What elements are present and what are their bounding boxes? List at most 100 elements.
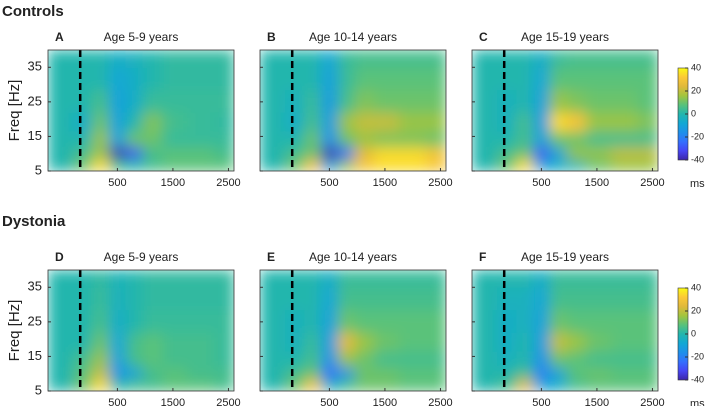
heatmap-cell <box>72 309 93 333</box>
heatmap-cell <box>585 270 612 288</box>
heatmap-cell <box>142 366 163 380</box>
heatmap-cell <box>549 287 567 311</box>
heatmap-cells <box>48 50 234 171</box>
heatmap-cell <box>585 146 612 160</box>
heatmap-cell <box>337 158 355 171</box>
heatmap-cell <box>48 146 74 160</box>
heatmap-cell <box>610 378 640 391</box>
heatmap-cell <box>337 50 355 68</box>
heatmap-cell <box>549 112 567 132</box>
heatmap-cell <box>472 67 498 91</box>
heatmap-cell <box>214 287 234 311</box>
heatmap-cell <box>260 287 286 311</box>
heatmap-cell <box>516 146 534 160</box>
heatmap-cell <box>186 270 216 288</box>
heatmap-cell <box>109 351 127 368</box>
colorbar-tick-label: 0 <box>691 328 696 338</box>
heatmap-cell <box>284 131 305 148</box>
heatmap-cell <box>125 351 143 368</box>
colorbar-tick-label: 40 <box>691 62 701 72</box>
heatmap <box>48 270 234 391</box>
heatmap-cell <box>48 89 74 113</box>
heatmap-cell <box>109 158 127 171</box>
heatmap-cell <box>109 112 127 132</box>
heatmap-cell <box>398 146 428 160</box>
heatmap-cell <box>533 351 551 368</box>
heatmap-cell <box>354 112 375 132</box>
panel-title: Age 5-9 years <box>104 30 179 44</box>
heatmap-cell <box>398 112 428 132</box>
heatmap-cell <box>125 158 143 171</box>
heatmap-cell <box>638 366 658 380</box>
x-tick-label: 500 <box>108 177 126 189</box>
x-tick-label: 2500 <box>640 177 664 189</box>
colorbar-tick-label: 0 <box>691 108 696 118</box>
heatmap-cell <box>92 270 110 288</box>
heatmap-cell <box>472 89 498 113</box>
heatmap-cell <box>321 270 339 288</box>
heatmap-cell <box>585 351 612 368</box>
heatmap-cell <box>373 378 400 391</box>
heatmap-cell <box>304 50 322 68</box>
heatmap-cell <box>610 270 640 288</box>
heatmap-cell <box>304 158 322 171</box>
heatmap-cells <box>472 270 658 391</box>
heatmap-cell <box>125 332 143 352</box>
heatmap-cell <box>585 89 612 113</box>
heatmap-cell <box>496 50 517 68</box>
heatmap-cell <box>214 270 234 288</box>
heatmap-cell <box>373 131 400 148</box>
axes-frame <box>47 49 235 172</box>
heatmap-cell <box>337 89 355 113</box>
heatmap-cell <box>214 50 234 68</box>
x-tick-label: 2500 <box>428 177 452 189</box>
heatmap-cell <box>72 366 93 380</box>
heatmap-cell <box>549 270 567 288</box>
x-tick-label: 500 <box>532 397 550 406</box>
heatmap-cell <box>260 67 286 91</box>
heatmap-cell <box>496 112 517 132</box>
heatmap-cell <box>638 112 658 132</box>
heatmap-cell <box>304 89 322 113</box>
heatmap-cell <box>610 287 640 311</box>
heatmap-cell <box>496 158 517 171</box>
heatmap-cell <box>214 378 234 391</box>
panel-letter: A <box>55 30 64 44</box>
heatmap-cell <box>161 378 188 391</box>
heatmap-cell <box>214 89 234 113</box>
heatmap-cell <box>549 158 567 171</box>
heatmap-cell <box>321 112 339 132</box>
heatmap-cell <box>284 146 305 160</box>
heatmap-cell <box>610 309 640 333</box>
heatmap-cell <box>109 50 127 68</box>
heatmap-cell <box>161 366 188 380</box>
heatmap-cell <box>337 309 355 333</box>
heatmap-cell <box>284 378 305 391</box>
heatmap-cell <box>610 332 640 352</box>
heatmap-cell <box>496 146 517 160</box>
heatmap-cell <box>496 366 517 380</box>
heatmap-cell <box>354 309 375 333</box>
heatmap-cell <box>638 378 658 391</box>
heatmap-cell <box>638 309 658 333</box>
heatmap-cell <box>142 67 163 91</box>
heatmap-cell <box>398 270 428 288</box>
heatmap-cell <box>109 332 127 352</box>
heatmap-cell <box>142 146 163 160</box>
panel-letter: E <box>267 250 275 264</box>
heatmap-cell <box>304 378 322 391</box>
axes-frame <box>47 269 235 392</box>
heatmap-cell <box>304 270 322 288</box>
heatmap-cell <box>566 131 587 148</box>
heatmap-cell <box>516 351 534 368</box>
heatmap-cell <box>284 332 305 352</box>
heatmap-cell <box>186 158 216 171</box>
heatmap-cell <box>72 378 93 391</box>
heatmap-cell <box>109 146 127 160</box>
heatmap-cell <box>549 67 567 91</box>
heatmap-cell <box>638 351 658 368</box>
heatmap-cell <box>260 332 286 352</box>
heatmap-cell <box>109 366 127 380</box>
heatmap-cell <box>109 287 127 311</box>
